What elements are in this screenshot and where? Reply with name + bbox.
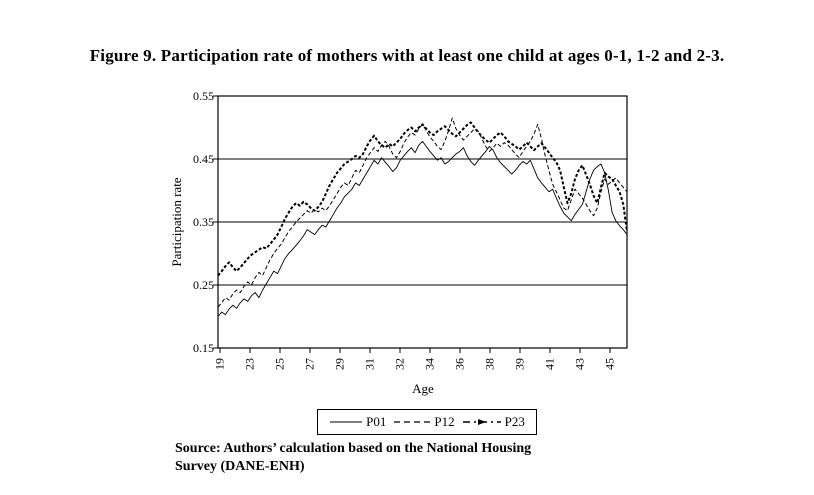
x-axis-tick-label: 45 [602, 358, 617, 370]
y-axis-title: Participation rate [169, 177, 184, 267]
x-axis-tick-label: 36 [452, 358, 467, 370]
x-axis-tick-label: 38 [482, 358, 497, 370]
series-line-p12 [217, 117, 628, 308]
y-axis-tick-label: 0.45 [193, 152, 214, 166]
legend-item-p01: P01 [329, 414, 386, 430]
series-line-p01 [217, 140, 628, 317]
x-axis-tick-label: 34 [422, 358, 437, 370]
legend-item-p12: P12 [393, 414, 455, 430]
x-axis-tick-label: 31 [362, 358, 377, 370]
source-line-1: Source: Authors’ calculation based on th… [175, 441, 532, 456]
legend-line-sample-p01 [330, 421, 363, 423]
x-axis-tick-label: 32 [392, 358, 407, 370]
plot-area [213, 95, 628, 353]
series-line-p23 [217, 121, 628, 277]
legend-label-p01: P01 [366, 414, 387, 429]
y-axis-tick-label: 0.55 [193, 89, 214, 103]
legend-line-sample-p12 [394, 421, 431, 423]
legend-line-sample-p23 [462, 419, 501, 425]
figure-title: Figure 9. Participation rate of mothers … [89, 46, 725, 65]
x-axis-tick-label: 39 [512, 358, 527, 370]
x-axis-title: Age [412, 381, 434, 396]
y-axis-tick-label: 0.35 [193, 215, 214, 229]
legend: P01 P12 P23 [317, 409, 537, 435]
x-axis-tick-label: 23 [242, 358, 257, 370]
source-note: Source: Authors’ calculation based on th… [175, 440, 547, 476]
legend-item-p23: P23 [462, 414, 525, 430]
x-axis-tick-label: 25 [272, 358, 287, 370]
y-axis-tick-label: 0.25 [193, 278, 214, 292]
source-line-2: Survey (DANE-ENH) [175, 459, 305, 475]
x-axis-tick-label: 29 [332, 358, 347, 370]
x-axis-tick-label: 43 [572, 358, 587, 370]
x-axis-tick-label: 27 [302, 358, 317, 370]
legend-label-p23: P23 [504, 414, 525, 429]
x-axis-tick-label: 19 [212, 358, 227, 370]
legend-label-p12: P12 [434, 414, 455, 429]
y-axis-tick-label: 0.15 [193, 341, 214, 355]
x-axis-tick-label: 41 [542, 358, 557, 370]
